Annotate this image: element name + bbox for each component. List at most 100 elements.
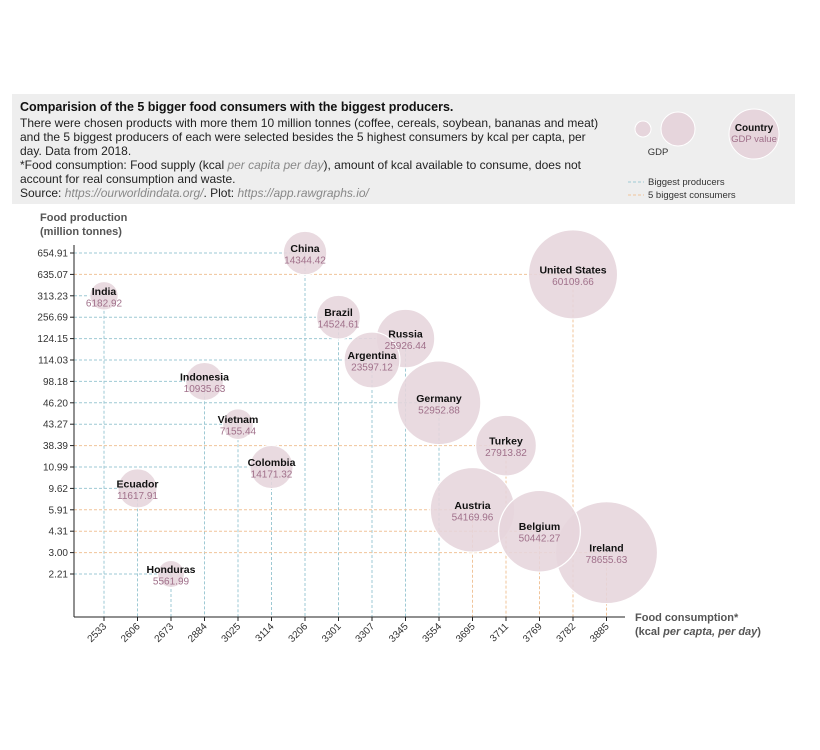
bubble-label-honduras: Honduras bbox=[146, 564, 195, 576]
bubble-label-russia: Russia bbox=[388, 329, 423, 341]
x-tick-label: 2673 bbox=[153, 621, 177, 645]
x-axis-subtitle-suffix: ) bbox=[757, 626, 761, 638]
bubble-united-states[interactable] bbox=[527, 229, 619, 320]
bubble-gdp-china: 14344.42 bbox=[284, 256, 326, 267]
bubble-label-ireland: Ireland bbox=[589, 543, 623, 555]
bubble-label-china: China bbox=[290, 243, 319, 255]
source-label: Source: bbox=[20, 186, 65, 200]
y-tick-label: 654.91 bbox=[37, 249, 68, 260]
bubble-label-belgium: Belgium bbox=[519, 521, 560, 533]
x-tick-label: 3114 bbox=[254, 621, 277, 644]
x-axis-title: Food consumption* bbox=[635, 612, 739, 624]
bubble-gdp-united-states: 60109.66 bbox=[552, 277, 594, 288]
y-tick-label: 635.07 bbox=[37, 270, 68, 281]
x-tick-label: 2606 bbox=[119, 621, 143, 645]
legend-country-label: Country bbox=[735, 123, 774, 134]
y-tick-label: 98.18 bbox=[43, 377, 68, 388]
bubble-gdp-vietnam: 7155.44 bbox=[220, 427, 257, 438]
legend-gdp-label: GDP bbox=[648, 147, 669, 158]
note-italic: per capita per day bbox=[227, 158, 324, 172]
bubble-china[interactable] bbox=[282, 230, 328, 276]
y-axis-title-line2: (million tonnes) bbox=[40, 226, 122, 238]
bubble-ecuador[interactable] bbox=[117, 468, 158, 509]
consumption-note: *Food consumption: Food supply (kcal per… bbox=[20, 158, 610, 186]
bubble-gdp-honduras: 5561.99 bbox=[153, 577, 190, 588]
x-tick-label: 3301 bbox=[320, 621, 344, 645]
x-tick-label: 3345 bbox=[387, 621, 411, 645]
x-tick-label: 2533 bbox=[86, 621, 110, 645]
x-tick-label: 3554 bbox=[421, 621, 445, 645]
y-tick-label: 313.23 bbox=[37, 291, 68, 302]
bubble-honduras[interactable] bbox=[156, 559, 186, 589]
bubble-label-vietnam: Vietnam bbox=[218, 414, 259, 426]
bubble-label-austria: Austria bbox=[454, 500, 490, 512]
legend-gdp-large-bubble bbox=[660, 111, 696, 147]
bubble-gdp-ecuador: 11617.91 bbox=[117, 491, 158, 502]
legend-producers-label: Biggest producers bbox=[648, 177, 725, 188]
y-tick-label: 38.39 bbox=[43, 441, 68, 452]
source-line: Source: https://ourworldindata.org/. Plo… bbox=[20, 186, 610, 200]
x-tick-label: 3307 bbox=[354, 621, 378, 645]
x-axis-subtitle-prefix: (kcal bbox=[635, 626, 663, 638]
plot-link[interactable]: https://app.rawgraphs.io/ bbox=[237, 186, 369, 200]
x-tick-label: 3711 bbox=[488, 621, 511, 644]
bubble-label-germany: Germany bbox=[416, 393, 462, 405]
x-axis-subtitle: (kcal per capta, per day) bbox=[635, 626, 761, 638]
bubble-germany[interactable] bbox=[396, 360, 482, 446]
x-tick-label: 3885 bbox=[588, 621, 612, 645]
bubble-gdp-argentina: 23597.12 bbox=[351, 363, 393, 374]
bubble-gdp-india: 6182.92 bbox=[86, 298, 123, 309]
bubble-gdp-austria: 54169.96 bbox=[452, 512, 494, 523]
bubble-label-india: India bbox=[92, 286, 117, 298]
x-tick-label: 3206 bbox=[287, 621, 311, 645]
legend-consumers-label: 5 biggest consumers bbox=[648, 190, 736, 201]
bubble-turkey[interactable] bbox=[475, 414, 537, 477]
x-ticks: 2533 2606 2673 2884 3025 3114 3206 3301 3307 3345… bbox=[86, 617, 612, 645]
bubble-indonesia[interactable] bbox=[184, 361, 225, 402]
y-tick-label: 5.91 bbox=[49, 505, 69, 516]
bubble-belgium[interactable] bbox=[498, 489, 581, 573]
bubble-vietnam[interactable] bbox=[222, 408, 254, 441]
chart-title: Comparision of the 5 bigger food consume… bbox=[20, 100, 454, 114]
bubble-label-argentina: Argentina bbox=[347, 350, 396, 362]
y-tick-label: 9.62 bbox=[49, 484, 69, 495]
axes bbox=[73, 245, 625, 618]
bubble-label-indonesia: Indonesia bbox=[180, 371, 229, 383]
source-link[interactable]: https://ourworldindata.org/ bbox=[64, 186, 204, 200]
y-tick-label: 2.21 bbox=[49, 570, 69, 581]
bubble-gdp-indonesia: 10935.63 bbox=[184, 384, 226, 395]
bubble-brazil[interactable] bbox=[315, 294, 362, 340]
bubble-gdp-ireland: 78655.63 bbox=[586, 555, 628, 566]
y-tick-label: 46.20 bbox=[43, 398, 68, 409]
bubble-colombia[interactable] bbox=[249, 444, 294, 490]
y-tick-label: 3.00 bbox=[49, 548, 69, 559]
y-tick-label: 114.03 bbox=[38, 356, 68, 367]
y-ticks: 2.21 3.00 4.31 5.91 9.62 10.99 38.39 43.27 46.20… bbox=[37, 249, 74, 581]
bubble-gdp-brazil: 14524.61 bbox=[318, 320, 360, 331]
bubble-label-brazil: Brazil bbox=[324, 307, 353, 319]
y-tick-label: 124.15 bbox=[37, 334, 68, 345]
bubble-argentina[interactable] bbox=[343, 331, 401, 389]
y-axis-title-line1: Food production bbox=[40, 212, 128, 224]
bubble-gdp-germany: 52952.88 bbox=[418, 405, 460, 416]
y-tick-label: 43.27 bbox=[43, 420, 68, 431]
bubble-gdp-russia: 25926.44 bbox=[385, 341, 427, 352]
note-prefix: *Food consumption: Food supply (kcal bbox=[20, 158, 228, 172]
legend-country-bubble bbox=[728, 108, 780, 160]
bubble-india[interactable] bbox=[89, 280, 119, 311]
legend-gdp-value-label: GDP value bbox=[731, 134, 777, 145]
plot-label: . Plot: bbox=[203, 186, 238, 200]
x-tick-label: 3695 bbox=[454, 621, 478, 645]
chart-description: There were chosen products with more the… bbox=[20, 116, 599, 158]
x-tick-label: 3769 bbox=[521, 621, 545, 645]
y-tick-label: 4.31 bbox=[49, 527, 69, 538]
bubble-gdp-belgium: 50442.27 bbox=[519, 534, 561, 545]
x-tick-label: 2884 bbox=[186, 621, 210, 645]
bubble-label-turkey: Turkey bbox=[489, 436, 523, 448]
legend-gdp-small-bubble bbox=[634, 120, 652, 138]
info-box: Comparision of the 5 bigger food consume… bbox=[12, 94, 795, 204]
y-tick-label: 10.99 bbox=[43, 463, 68, 474]
bubble-gdp-turkey: 27913.82 bbox=[485, 448, 527, 459]
